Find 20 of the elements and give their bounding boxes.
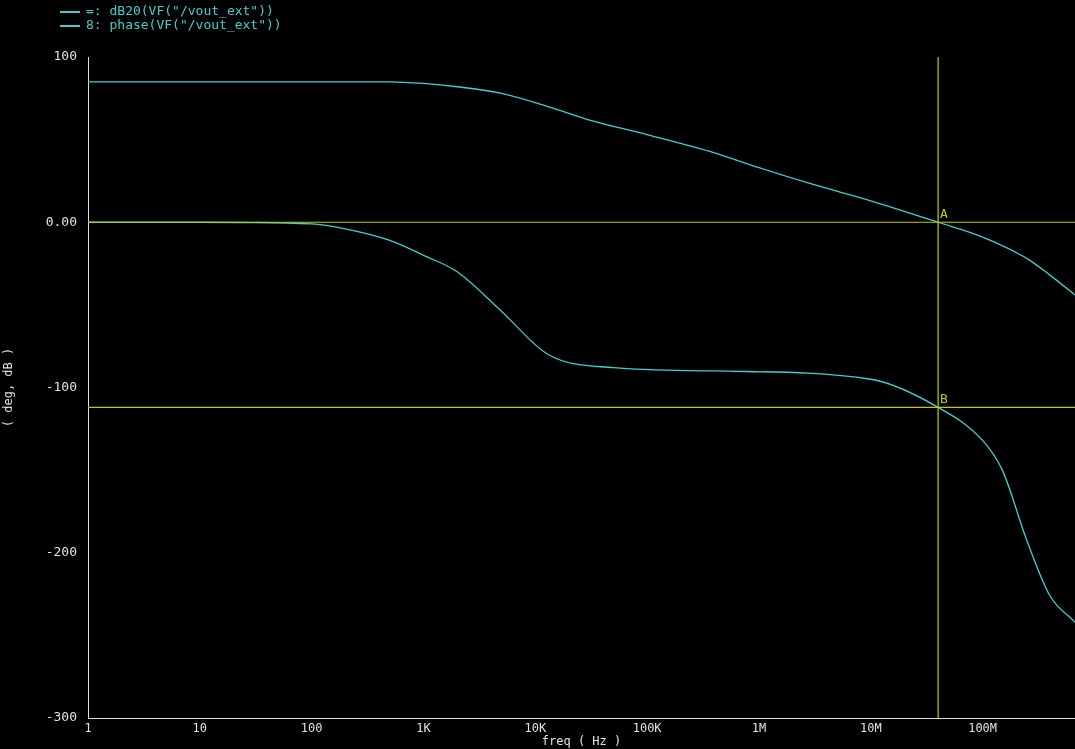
y-tick-label: -200 <box>45 544 77 560</box>
legend-label: =: dB20(VF("/vout_ext")) <box>86 3 274 19</box>
x-axis-title: freq ( Hz ) <box>541 733 622 748</box>
y-tick-label: -300 <box>45 709 77 725</box>
x-tick-label: 1K <box>416 721 432 736</box>
x-tick-label: 1M <box>751 721 767 736</box>
x-tick-label: 100M <box>968 721 998 736</box>
x-tick-label: 100K <box>632 721 663 736</box>
y-tick-label: -100 <box>45 378 77 394</box>
ref-line-label: A <box>940 206 949 222</box>
y-axis-title: ( deg, dB ) <box>1 347 16 428</box>
legend-label: 8: phase(VF("/vout_ext")) <box>86 17 282 33</box>
ref-line-label: B <box>940 391 949 407</box>
x-tick-label: 1 <box>84 721 92 736</box>
x-tick-label: 10 <box>192 721 208 736</box>
x-tick-label: 10M <box>859 721 882 736</box>
y-tick-label: 0.00 <box>45 213 77 229</box>
x-tick-label: 100 <box>300 721 323 736</box>
y-tick-label: 100 <box>53 48 77 64</box>
x-tick-label: 10K <box>524 721 547 736</box>
